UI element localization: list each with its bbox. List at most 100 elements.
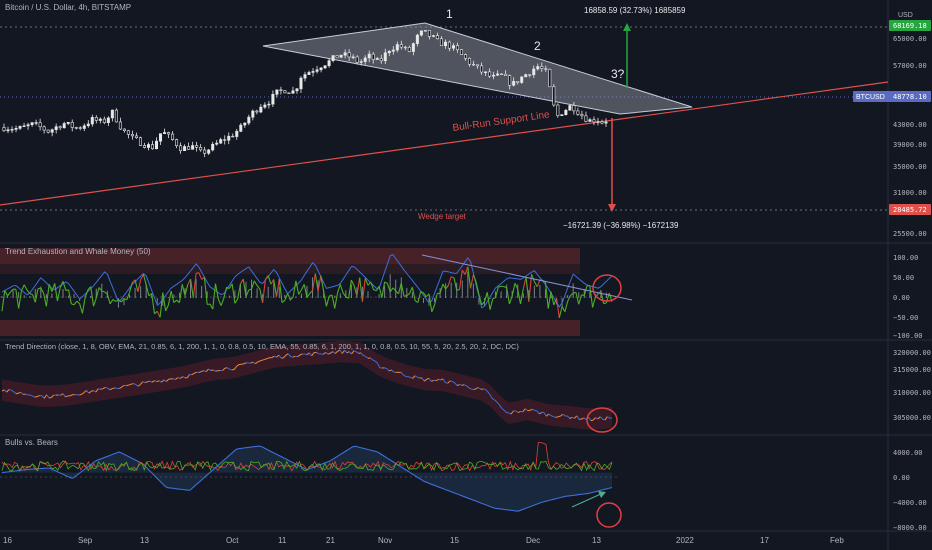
oscillator-segment — [536, 279, 541, 287]
trend-segment — [417, 376, 420, 379]
trend-segment — [466, 385, 470, 389]
trend-segment — [508, 412, 512, 415]
trend-segment — [334, 351, 338, 354]
oscillator-segment — [43, 293, 47, 307]
candle-body — [74, 127, 78, 129]
trend-segment — [355, 351, 359, 354]
trend-segment — [186, 374, 191, 378]
oscillator-segment — [273, 279, 278, 297]
candle-body — [14, 128, 18, 130]
oscillator-segment — [292, 280, 297, 298]
candle-body — [496, 73, 500, 76]
bb-tick: 4000.00 — [893, 449, 923, 457]
trend-segment — [426, 377, 430, 380]
candle-body — [411, 43, 415, 52]
main-price-axis[interactable]: USD 65000.00 57000.00 43000.00 39000.00 … — [853, 12, 931, 238]
trend-segment — [266, 357, 270, 360]
trend-segment — [299, 353, 303, 356]
oscillator-segment — [62, 281, 67, 291]
candle-body — [130, 134, 134, 137]
wave-label-2: 2 — [534, 39, 541, 53]
trend-segment — [15, 392, 19, 395]
trend-arrowhead — [598, 491, 606, 498]
oscillator-segment — [364, 278, 369, 286]
oscillator-segment — [231, 283, 236, 304]
oscillator-segment — [71, 303, 75, 306]
trend-segment — [595, 417, 599, 420]
trend-segment — [353, 350, 357, 353]
oscillator-segment — [486, 292, 491, 310]
bulls-bears-area — [2, 446, 612, 512]
oscillator-segment — [478, 294, 483, 306]
oscillator-segment — [54, 283, 58, 302]
oscillator-segment — [26, 289, 31, 294]
oscillator-segment — [104, 291, 108, 295]
candle-body — [42, 126, 46, 131]
highlight-circle — [592, 274, 622, 302]
candle-body — [34, 122, 38, 124]
time-axis[interactable]: 16 Sep 13 Oct 11 21 Nov 15 Dec 13 2022 1… — [3, 536, 844, 545]
osc-tick: −100.00 — [893, 332, 923, 340]
oscillator-segment — [406, 293, 410, 296]
candle-body — [295, 88, 299, 92]
oscillator-segment — [381, 281, 386, 298]
candle-body — [355, 56, 359, 63]
td-tick: 310000.00 — [893, 389, 931, 397]
time-tick: 17 — [760, 536, 769, 545]
bulls-line — [1, 460, 613, 472]
trend-segment — [233, 365, 238, 370]
bulls-vs-bears-pane[interactable]: Bulls vs. Bears — [0, 438, 622, 528]
trend-direction-pane[interactable]: Trend Direction (close, 1, 8, OBV, EMA, … — [1, 340, 618, 433]
candle-body — [38, 122, 42, 128]
trend-segment — [360, 352, 364, 356]
trend-segment — [592, 417, 596, 421]
trend-segment — [536, 410, 540, 415]
oscillator-segment — [15, 289, 20, 309]
target-up-price: 68169.18 — [893, 22, 927, 30]
trend-segment — [372, 359, 376, 362]
oscillator-segment — [120, 298, 125, 303]
trend-segment — [330, 351, 334, 354]
trend-segment — [515, 410, 519, 413]
trend-segment — [43, 394, 47, 399]
candle-body — [423, 30, 427, 32]
candle-body — [476, 64, 480, 67]
candle-body — [391, 49, 395, 52]
candle-body — [223, 139, 227, 141]
trend-segment — [421, 377, 425, 382]
trend-exhaustion-pane[interactable]: Trend Exhaustion and Whale Money (50) — [0, 247, 633, 336]
oscillator-segment — [140, 274, 144, 281]
candle-body — [82, 125, 86, 129]
candle-body — [303, 74, 307, 79]
candle-body — [431, 35, 435, 37]
price-tick: 31000.00 — [893, 189, 927, 197]
candle-body — [399, 44, 403, 48]
trend-segment — [4, 389, 8, 393]
candle-body — [187, 146, 191, 150]
oscillator-trendline[interactable] — [421, 254, 633, 301]
oscillator-segment — [306, 293, 311, 298]
trend-segment — [292, 355, 296, 358]
trend-segment — [297, 354, 301, 358]
bull-run-support-line[interactable] — [0, 81, 889, 206]
oscillator-segment — [492, 296, 496, 300]
trend-segment — [402, 374, 406, 377]
candle-body — [86, 123, 90, 127]
oscillator-segment — [131, 279, 136, 283]
trend-segment — [599, 416, 603, 420]
trend-segment — [287, 353, 291, 357]
trend-arrow[interactable] — [571, 492, 604, 508]
price-tick: 43000.00 — [893, 121, 927, 129]
oscillator-segment — [223, 287, 228, 299]
candle-body — [271, 93, 275, 105]
main-price-pane[interactable]: 1 2 3? Bull-Run Support Line Wedge targe… — [0, 3, 889, 230]
trend-segment — [574, 415, 578, 419]
trend-segment — [545, 413, 549, 417]
oscillator-segment — [348, 280, 352, 299]
trend-segment — [191, 372, 195, 376]
oscillator-segment — [439, 283, 444, 294]
candle-body — [267, 103, 271, 106]
trend-segment — [346, 351, 350, 354]
td-tick: 315000.00 — [893, 366, 931, 374]
